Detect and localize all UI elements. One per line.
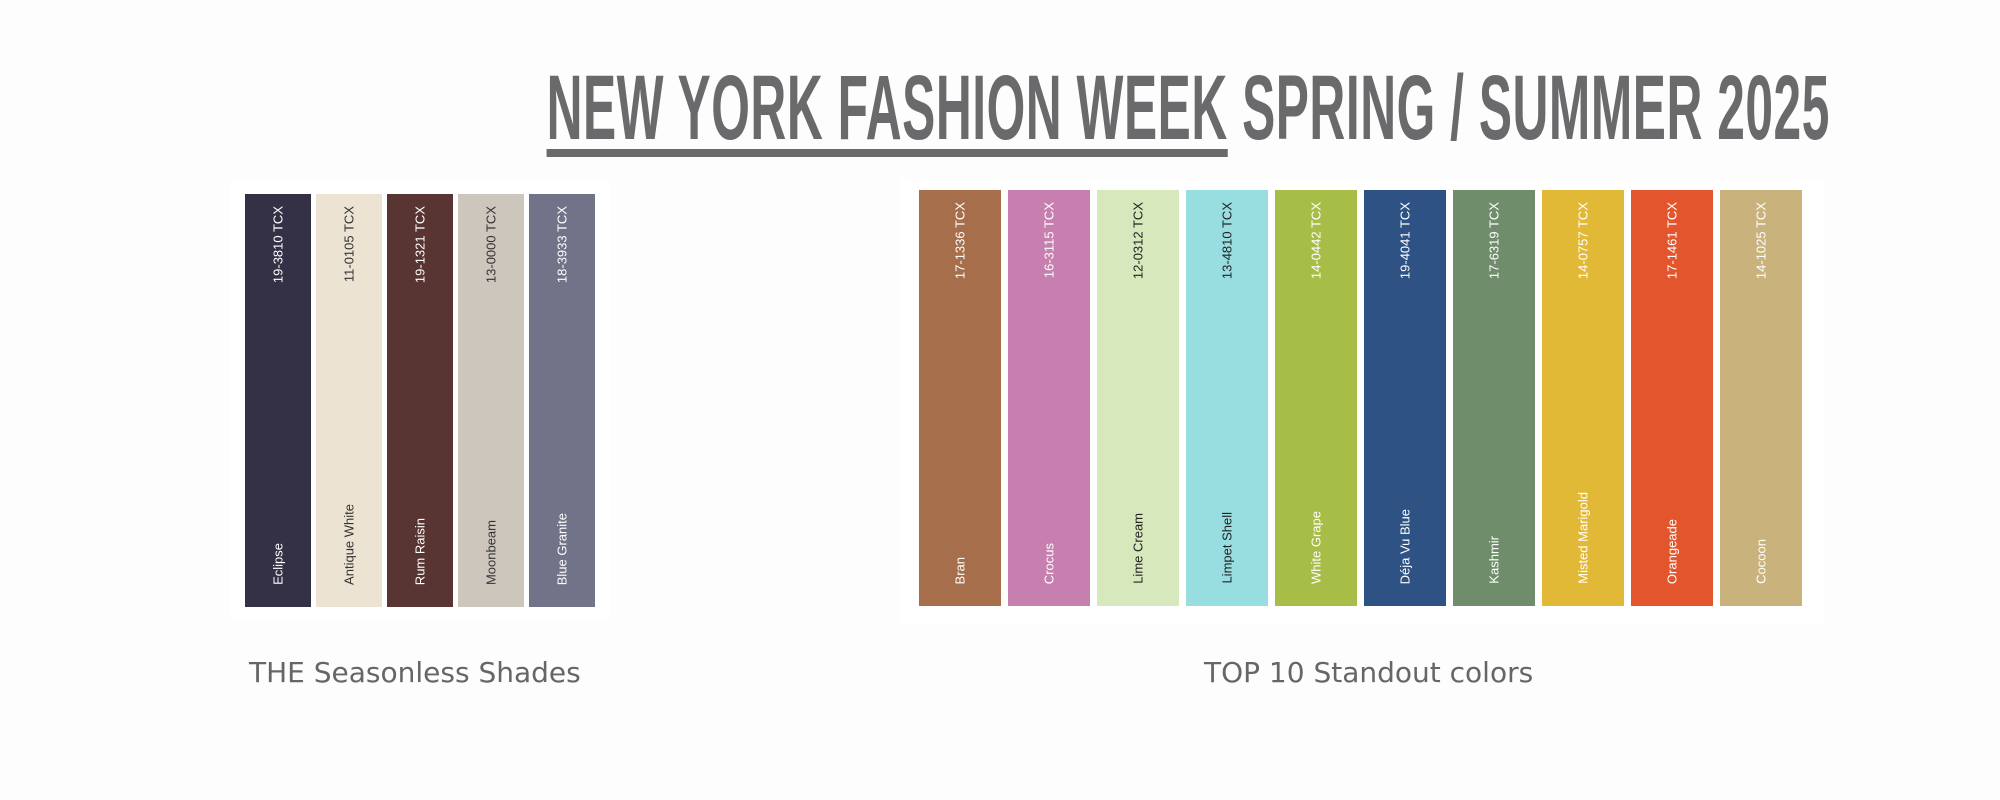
- swatch-name: Kashmir: [1486, 536, 1502, 584]
- swatch-code: 13-0000 TCX: [483, 206, 499, 284]
- color-swatch: 12-0312 TCX Lime Cream: [1097, 190, 1179, 606]
- title-underlined: NEW YORK FASHION WEEK: [546, 57, 1228, 159]
- swatch-name: Crocus: [1041, 542, 1057, 584]
- swatch-name: Misted Marigold: [1575, 492, 1591, 584]
- swatch-name: Bran: [952, 556, 968, 584]
- color-swatch: 19-1321 TCX Rum Raisin: [387, 194, 453, 607]
- swatch-code: 19-4041 TCX: [1397, 202, 1413, 280]
- page-header: NEW YORK FASHION WEEK SPRING / SUMMER 20…: [0, 58, 2000, 158]
- seasonless-caption: THE Seasonless Shades: [249, 656, 581, 689]
- standout-swatches: 17-1336 TCX Bran 16-3115 TCX Crocus 12-0312 …: [919, 190, 1802, 606]
- standout-caption: TOP 10 Standout colors: [1204, 656, 1534, 689]
- swatch-code: 13-4810 TCX: [1219, 202, 1235, 280]
- swatch-code: 12-0312 TCX: [1130, 202, 1146, 280]
- swatch-name: Moonbeam: [483, 519, 499, 585]
- swatch-code: 14-1025 TCX: [1753, 202, 1769, 280]
- swatch-code: 14-0442 TCX: [1308, 202, 1324, 280]
- swatch-code: 18-3933 TCX: [554, 206, 570, 284]
- swatch-name: Limpet Shell: [1219, 512, 1235, 584]
- color-swatch: 19-4041 TCX Déja Vu Blue: [1364, 190, 1446, 606]
- color-swatch: 17-1336 TCX Bran: [919, 190, 1001, 606]
- swatch-name: Antique White: [341, 504, 357, 585]
- swatch-code: 19-3810 TCX: [270, 206, 286, 284]
- swatch-name: Déja Vu Blue: [1397, 508, 1413, 584]
- swatch-code: 11-0105 TCX: [341, 206, 357, 283]
- color-swatch: 17-6319 TCX Kashmir: [1453, 190, 1535, 606]
- color-swatch: 14-1025 TCX Cocoon: [1720, 190, 1802, 606]
- swatch-code: 17-6319 TCX: [1486, 202, 1502, 280]
- color-swatch: 14-0757 TCX Misted Marigold: [1542, 190, 1624, 606]
- color-swatch: 19-3810 TCX Eclipse: [245, 194, 311, 607]
- swatch-name: Orangeade: [1664, 518, 1680, 584]
- color-swatch: 17-1461 TCX Orangeade: [1631, 190, 1713, 606]
- swatch-code: 17-1336 TCX: [952, 202, 968, 280]
- color-swatch: 18-3933 TCX Blue Granite: [529, 194, 595, 607]
- swatch-code: 14-0757 TCX: [1575, 202, 1591, 280]
- color-swatch: 13-0000 TCX Moonbeam: [458, 194, 524, 607]
- swatch-name: White Grape: [1308, 511, 1324, 584]
- swatch-code: 19-1321 TCX: [412, 206, 428, 284]
- swatch-name: Cocoon: [1753, 539, 1769, 584]
- page-title: NEW YORK FASHION WEEK SPRING / SUMMER 20…: [547, 58, 1830, 158]
- title-rest: SPRING / SUMMER 2025: [1227, 57, 1830, 159]
- swatch-code: 17-1461 TCX: [1664, 202, 1680, 280]
- swatch-code: 16-3115 TCX: [1041, 202, 1057, 279]
- color-swatch: 11-0105 TCX Antique White: [316, 194, 382, 607]
- swatch-name: Rum Raisin: [412, 517, 428, 585]
- swatch-name: Eclipse: [270, 543, 286, 585]
- color-swatch: 14-0442 TCX White Grape: [1275, 190, 1357, 606]
- color-swatch: 13-4810 TCX Limpet Shell: [1186, 190, 1268, 606]
- swatch-name: Blue Granite: [554, 512, 570, 585]
- seasonless-swatches: 19-3810 TCX Eclipse 11-0105 TCX Antique Whi…: [245, 194, 595, 607]
- swatch-name: Lime Cream: [1130, 513, 1146, 584]
- color-swatch: 16-3115 TCX Crocus: [1008, 190, 1090, 606]
